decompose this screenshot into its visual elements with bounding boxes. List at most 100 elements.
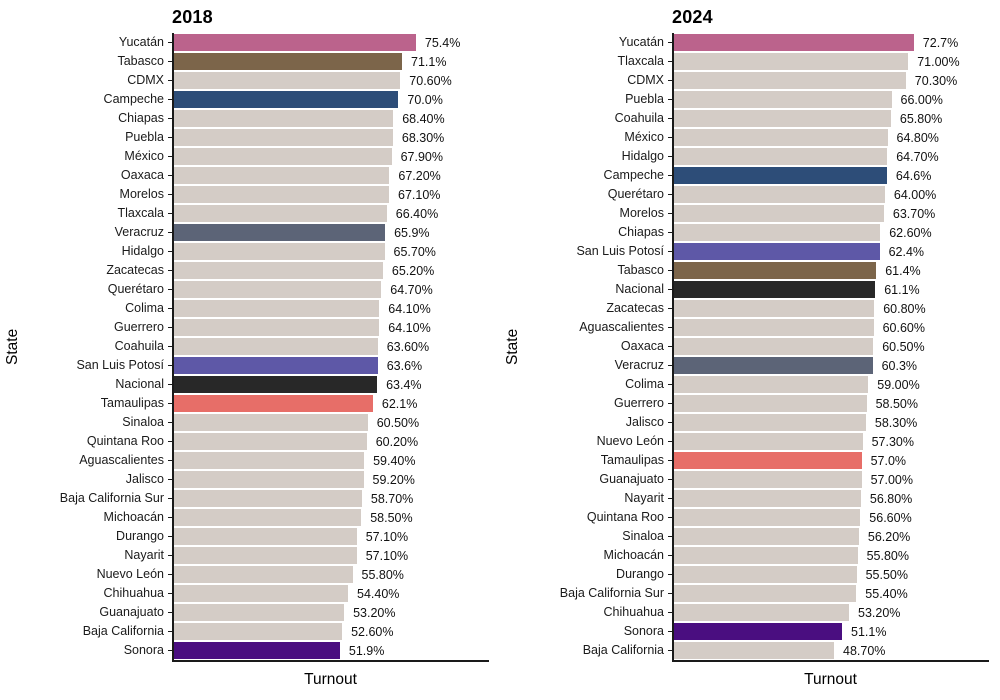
bar-value-label: 63.4% bbox=[386, 377, 422, 392]
bar-value-label: 62.1% bbox=[381, 396, 418, 411]
bar-cell: 70.30% bbox=[672, 71, 988, 90]
y-axis-tick-label: Chiapas bbox=[618, 225, 664, 239]
bar-value-label: 54.40% bbox=[357, 586, 400, 601]
y-axis-tick bbox=[668, 402, 672, 405]
bar-value-label: 60.80% bbox=[883, 301, 926, 316]
y-axis-tick bbox=[668, 497, 672, 500]
bar bbox=[172, 452, 365, 469]
y-axis-tick bbox=[168, 41, 172, 44]
y-axis-tick-label: Guanajuato bbox=[599, 472, 664, 486]
bar-cell: 56.60% bbox=[672, 508, 988, 527]
bar bbox=[672, 110, 891, 127]
y-axis-tick-label: Morelos bbox=[619, 206, 664, 220]
y-axis-tick-label: Veracruz bbox=[614, 358, 664, 372]
bar-value-label: 68.30% bbox=[401, 130, 445, 145]
bar-cell: 63.4% bbox=[172, 375, 488, 394]
y-axis-tick bbox=[668, 592, 672, 595]
y-axis-tick-label: CDMX bbox=[627, 73, 664, 87]
y-axis-tick-label: Tabasco bbox=[617, 263, 664, 277]
bar-value-label: 75.4% bbox=[424, 35, 461, 50]
bar-value-label: 70.0% bbox=[407, 92, 443, 107]
y-axis-tick bbox=[168, 231, 172, 234]
y-axis-tick bbox=[168, 193, 172, 196]
bar bbox=[172, 509, 362, 526]
bar-value-label: 66.00% bbox=[900, 92, 943, 107]
y-axis-tick bbox=[668, 516, 672, 519]
bar-cell: 58.30% bbox=[672, 413, 988, 432]
bar-cell: 55.50% bbox=[672, 565, 988, 584]
bar-row: Nacional 61.1% bbox=[500, 280, 1000, 299]
bar-value-label: 60.3% bbox=[881, 358, 918, 373]
bar-cell: 54.40% bbox=[172, 584, 488, 603]
y-axis-tick-label: Baja California bbox=[82, 624, 164, 638]
y-axis-tick bbox=[668, 307, 672, 310]
bar-row: Colima 59.00% bbox=[500, 375, 1000, 394]
bar-value-label: 60.60% bbox=[882, 320, 925, 335]
bar-value-label: 64.6% bbox=[895, 168, 932, 183]
bar-cell: 56.80% bbox=[672, 489, 988, 508]
bar bbox=[172, 224, 386, 241]
y-axis-tick bbox=[668, 212, 672, 215]
bar bbox=[672, 490, 861, 507]
bar-value-label: 64.10% bbox=[388, 320, 431, 335]
bar-row: Tabasco 61.4% bbox=[500, 261, 1000, 280]
bar-row: Tlaxcala 66.40% bbox=[0, 204, 500, 223]
bar bbox=[672, 376, 869, 393]
bar bbox=[672, 167, 887, 184]
y-axis-tick bbox=[668, 174, 672, 177]
bar-row: Chihuahua 54.40% bbox=[0, 584, 500, 603]
bar-row: Puebla 66.00% bbox=[500, 90, 1000, 109]
bar bbox=[672, 34, 914, 51]
bar-row: Yucatán 72.7% bbox=[500, 33, 1000, 52]
x-axis-line bbox=[172, 660, 489, 662]
bar-value-label: 57.10% bbox=[365, 529, 409, 544]
y-axis-tick-label: Colima bbox=[625, 377, 664, 391]
y-axis-tick bbox=[668, 155, 672, 158]
bar-row: Sonora 51.1% bbox=[500, 622, 1000, 641]
bar-cell: 64.70% bbox=[672, 147, 988, 166]
bar-cell: 65.80% bbox=[672, 109, 988, 128]
bar-cell: 64.10% bbox=[172, 318, 488, 337]
bar bbox=[172, 72, 401, 89]
bar-cell: 63.60% bbox=[172, 337, 488, 356]
bar-row: Chihuahua 53.20% bbox=[500, 603, 1000, 622]
y-axis-tick bbox=[168, 345, 172, 348]
bar-value-label: 62.4% bbox=[888, 244, 925, 259]
y-axis-tick bbox=[168, 592, 172, 595]
bars-area: Yucatán 75.4% Tabasco 71.1% CDMX 70.60% Campec… bbox=[0, 33, 500, 660]
y-axis-tick-label: Baja California Sur bbox=[559, 586, 664, 600]
y-axis-tick bbox=[668, 459, 672, 462]
bar-value-label: 57.30% bbox=[871, 434, 914, 449]
y-axis-tick-label: Hidalgo bbox=[121, 244, 164, 258]
bar-cell: 71.00% bbox=[672, 52, 988, 71]
bar bbox=[672, 623, 842, 640]
bar-cell: 65.70% bbox=[172, 242, 488, 261]
y-axis-tick-label: Baja California Sur bbox=[59, 491, 164, 505]
y-axis-tick-label: Sonora bbox=[123, 643, 164, 657]
bar-cell: 64.10% bbox=[172, 299, 488, 318]
bar bbox=[172, 262, 383, 279]
y-axis-tick-label: México bbox=[624, 130, 664, 144]
bar-cell: 60.80% bbox=[672, 299, 988, 318]
y-axis-tick bbox=[168, 459, 172, 462]
bar-cell: 67.20% bbox=[172, 166, 488, 185]
y-axis-tick bbox=[668, 79, 672, 82]
bar bbox=[672, 452, 862, 469]
y-axis-tick bbox=[168, 250, 172, 253]
bar-value-label: 70.30% bbox=[914, 73, 958, 88]
y-axis-tick-label: Zacatecas bbox=[606, 301, 664, 315]
bar bbox=[672, 566, 857, 583]
y-axis-tick-label: Campeche bbox=[103, 92, 164, 106]
y-axis-tick bbox=[168, 288, 172, 291]
bar-value-label: 55.80% bbox=[866, 548, 909, 563]
bar-row: Baja California 48.70% bbox=[500, 641, 1000, 660]
bar bbox=[172, 357, 378, 374]
y-axis-tick bbox=[668, 554, 672, 557]
bar-cell: 55.40% bbox=[672, 584, 988, 603]
bar bbox=[672, 414, 866, 431]
bar-row: Hidalgo 64.70% bbox=[500, 147, 1000, 166]
bar-cell: 51.1% bbox=[672, 622, 988, 641]
bar-cell: 67.10% bbox=[172, 185, 488, 204]
bar-cell: 65.9% bbox=[172, 223, 488, 242]
bar bbox=[672, 642, 834, 659]
